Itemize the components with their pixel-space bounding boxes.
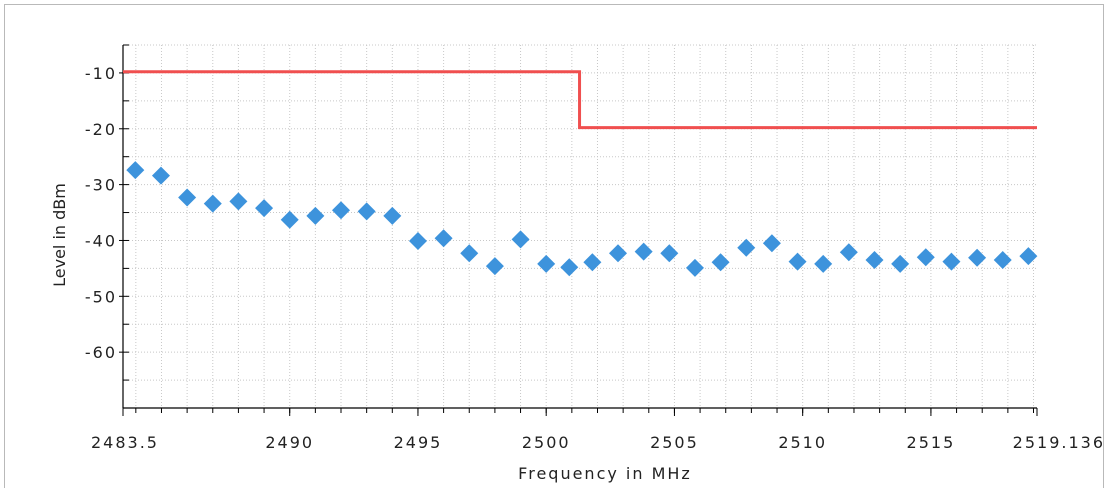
data-point (126, 161, 145, 180)
data-point (151, 166, 170, 185)
y-axis-title: Level in dBm (50, 183, 69, 287)
measurement-points-series (126, 161, 1038, 277)
x-tick-label: 2483.5 (91, 433, 159, 452)
data-point (408, 232, 427, 251)
limit-line (123, 70, 1037, 130)
data-point (255, 199, 274, 218)
data-point (762, 234, 781, 253)
y-tick-label: -20 (85, 120, 117, 139)
y-tick-label: -50 (85, 287, 117, 306)
data-point (357, 202, 376, 221)
data-point (968, 248, 987, 267)
x-tick-label: 2510 (778, 433, 827, 452)
data-point (178, 188, 197, 207)
data-point (609, 244, 628, 263)
x-tick-label: 2519.136 (1013, 433, 1105, 452)
y-tick-label: -10 (85, 64, 117, 83)
data-point (737, 238, 756, 257)
data-point (434, 229, 453, 248)
x-tick-label: 2505 (650, 433, 699, 452)
y-tick-label: -60 (85, 343, 117, 362)
data-point (306, 206, 325, 225)
level-vs-frequency-chart: 2483.5 2490 2495 2500 2505 2510 2515 2519.136 -… (50, 44, 1105, 483)
data-point (865, 251, 884, 270)
y-tick-label: -30 (85, 176, 117, 195)
data-point (583, 253, 602, 272)
y-tick-labels: -10 -20 -30 -40 -50 -60 (85, 64, 117, 362)
x-tick-label: 2500 (522, 433, 571, 452)
data-point (685, 258, 704, 277)
data-point (634, 242, 653, 261)
x-tick-label: 2495 (394, 433, 443, 452)
data-point (229, 192, 248, 211)
data-point (332, 201, 351, 220)
limit-line-series (123, 70, 1037, 130)
grid (123, 44, 1037, 409)
data-point (537, 254, 556, 273)
chart-frame: 2483.5 2490 2495 2500 2505 2510 2515 2519.136 -… (4, 4, 1104, 488)
data-point (891, 254, 910, 273)
data-point (660, 244, 679, 263)
data-point (916, 248, 935, 267)
data-point (460, 244, 479, 263)
data-point (942, 252, 961, 271)
x-tick-label: 2490 (265, 433, 314, 452)
data-point (383, 206, 402, 225)
data-point (280, 210, 299, 229)
data-point (993, 251, 1012, 270)
data-point (560, 258, 579, 277)
axes (119, 44, 1038, 416)
y-tick-label: -40 (85, 231, 117, 250)
data-point (485, 257, 504, 276)
data-point (839, 243, 858, 262)
data-point (203, 194, 222, 213)
data-point (814, 254, 833, 273)
x-axis-title: Frequency in MHz (518, 464, 692, 483)
x-tick-label: 2515 (907, 433, 956, 452)
x-tick-labels: 2483.5 2490 2495 2500 2505 2510 2515 2519.136 (91, 433, 1105, 452)
data-point (1019, 247, 1038, 266)
data-point (711, 253, 730, 272)
data-point (511, 230, 530, 249)
data-point (788, 252, 807, 271)
